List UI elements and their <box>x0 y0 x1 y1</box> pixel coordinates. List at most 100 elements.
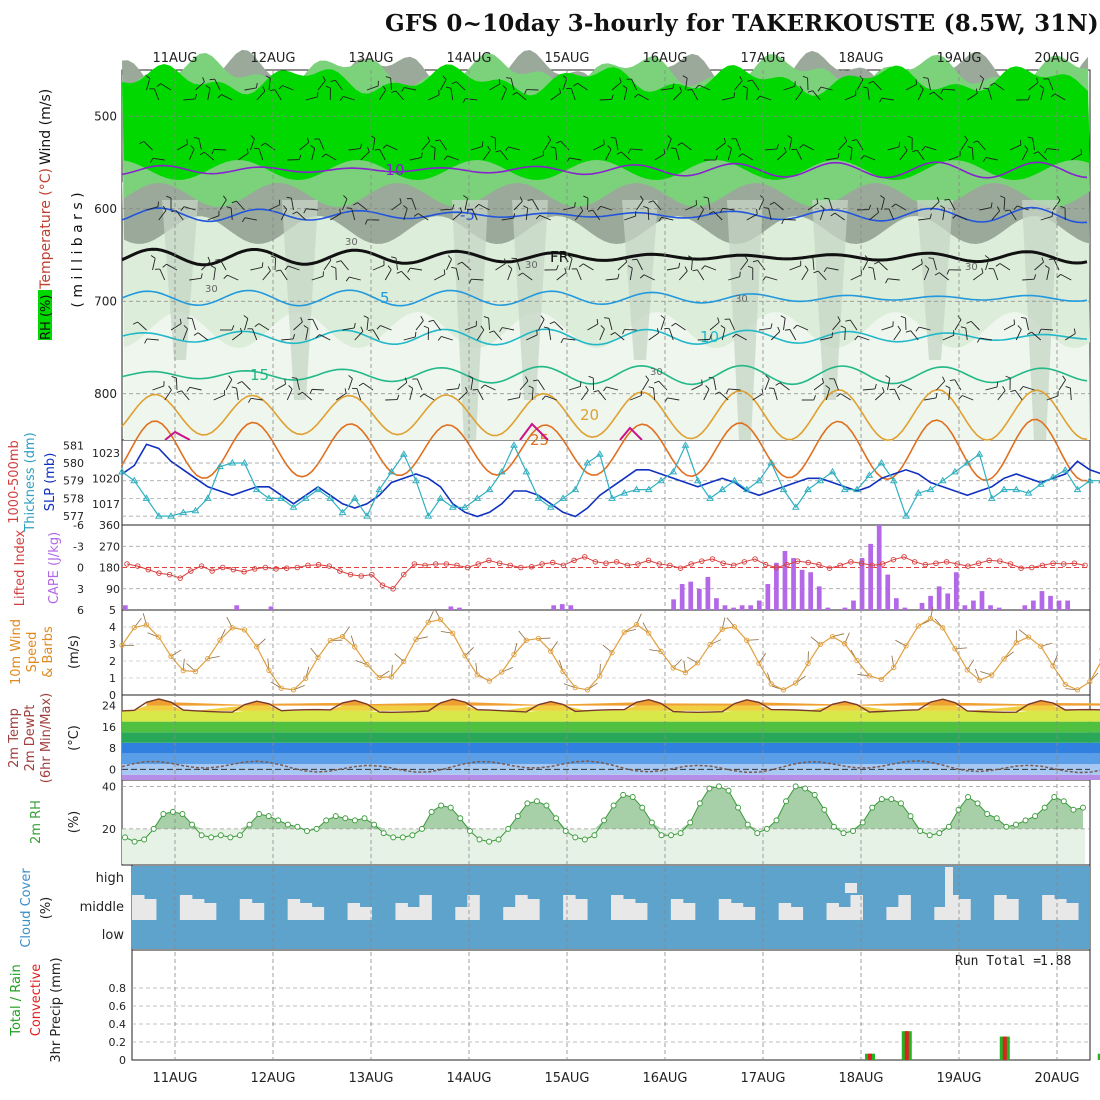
rh-marker <box>543 802 550 809</box>
li-marker <box>496 560 503 567</box>
wind-barb <box>828 198 833 211</box>
wind-barb-flag <box>876 207 880 213</box>
wind-barb <box>776 151 787 161</box>
cloud-gap <box>563 895 576 920</box>
wind-barb <box>556 272 567 281</box>
wind10-marker <box>180 667 186 674</box>
wind10-line <box>121 617 1100 691</box>
wind-barb <box>967 93 978 101</box>
wind-barb <box>458 391 468 401</box>
cloud-gap <box>838 907 851 920</box>
wind-barb <box>933 91 944 101</box>
thickness-marker <box>828 467 837 475</box>
li-marker <box>1082 562 1088 569</box>
wind-barb-flag <box>241 217 246 223</box>
cape-bar <box>988 605 993 610</box>
wind-barb-flag <box>359 143 363 149</box>
wind-barb <box>244 217 257 221</box>
wind-barb <box>932 258 937 271</box>
rh-marker <box>390 834 397 841</box>
wind-barb <box>832 320 841 331</box>
wind-barb-flag <box>445 86 451 89</box>
wind10-marker <box>523 637 529 643</box>
cloud-tick-label: middle <box>80 900 124 915</box>
wind10-yunit: (m/s) <box>67 635 82 669</box>
wind-barb <box>306 208 319 211</box>
wind-barb-flag <box>982 157 987 162</box>
wind-barb <box>930 201 940 211</box>
wind-barb <box>817 270 827 281</box>
wind-barb <box>476 329 485 341</box>
wind-barb <box>1053 258 1060 271</box>
wind-barb <box>1052 200 1061 211</box>
wind-barb <box>560 140 570 151</box>
wind10-ylabel-line: & Barbs <box>41 626 56 678</box>
wind-barb-flag <box>490 135 496 139</box>
wind-barb <box>881 198 885 211</box>
wind-barb <box>293 321 303 331</box>
wind-barb-flag <box>504 258 507 264</box>
wind-barb <box>638 93 649 101</box>
li-marker <box>550 559 556 566</box>
wind-barb <box>834 212 846 221</box>
isotherm-label: 10 <box>700 328 719 346</box>
wind-barb <box>965 328 968 341</box>
wind-barb <box>993 268 999 281</box>
li-marker <box>997 558 1003 564</box>
li-marker <box>730 562 737 569</box>
wind-barb-flag <box>807 90 813 93</box>
cape-bar <box>705 576 711 610</box>
isotherm-line <box>121 206 1088 224</box>
li-marker <box>635 561 641 567</box>
wind10-marker <box>339 633 346 640</box>
rh-marker <box>351 817 358 824</box>
li-marker <box>880 561 886 567</box>
thickness-marker <box>914 489 923 496</box>
date-label-bottom: 19AUG <box>936 1071 981 1086</box>
temp-yunit-text: (°C) <box>67 725 82 751</box>
wind-barb <box>477 389 484 401</box>
wind-barb-flag <box>964 135 968 141</box>
wind-barb <box>152 157 165 161</box>
wind-barb <box>878 261 888 271</box>
wind-barb-flag <box>231 200 237 204</box>
wind-barb <box>803 144 815 151</box>
rh-marker <box>447 804 454 811</box>
thickness-marker <box>706 494 714 501</box>
wind-barb-flag <box>166 195 172 199</box>
wind-barb <box>152 385 164 391</box>
wind10-marker <box>560 668 566 675</box>
wind-barb <box>507 268 513 281</box>
wind-barb-flag <box>756 95 761 101</box>
li-marker <box>688 561 694 567</box>
wind-barb <box>258 323 270 331</box>
wind-barb <box>181 390 190 401</box>
wind10-marker <box>119 642 125 648</box>
cape-bar <box>722 605 728 610</box>
cloud-gap <box>347 903 361 920</box>
wind-barb-flag <box>952 214 957 219</box>
wind-barb-flag <box>532 379 539 382</box>
wind-barb-flag <box>874 261 879 265</box>
rh-contour-label: 30 <box>205 284 218 295</box>
cape-bar <box>936 586 942 610</box>
wind-barb <box>850 148 853 161</box>
wind-barb <box>1009 209 1017 221</box>
wind-barb <box>979 78 985 91</box>
cape-bar <box>268 606 274 610</box>
wind-barb-flag <box>391 90 397 94</box>
wind-barb <box>311 275 324 281</box>
date-label-top: 13AUG <box>348 51 393 66</box>
wind-barb <box>183 206 196 211</box>
wind-barb <box>219 259 227 271</box>
wind-barb-flag <box>186 387 191 392</box>
li-marker <box>443 561 450 567</box>
wind-barb-flag <box>1044 265 1050 269</box>
wind-barb-flag <box>604 317 610 319</box>
wind-barb <box>608 318 613 331</box>
wind-barb <box>1037 151 1048 161</box>
wind-barb-flag <box>904 146 908 151</box>
wind-barb-flag <box>199 151 205 156</box>
pressure-tick-label: 600 <box>94 202 117 216</box>
li-marker <box>709 556 716 562</box>
